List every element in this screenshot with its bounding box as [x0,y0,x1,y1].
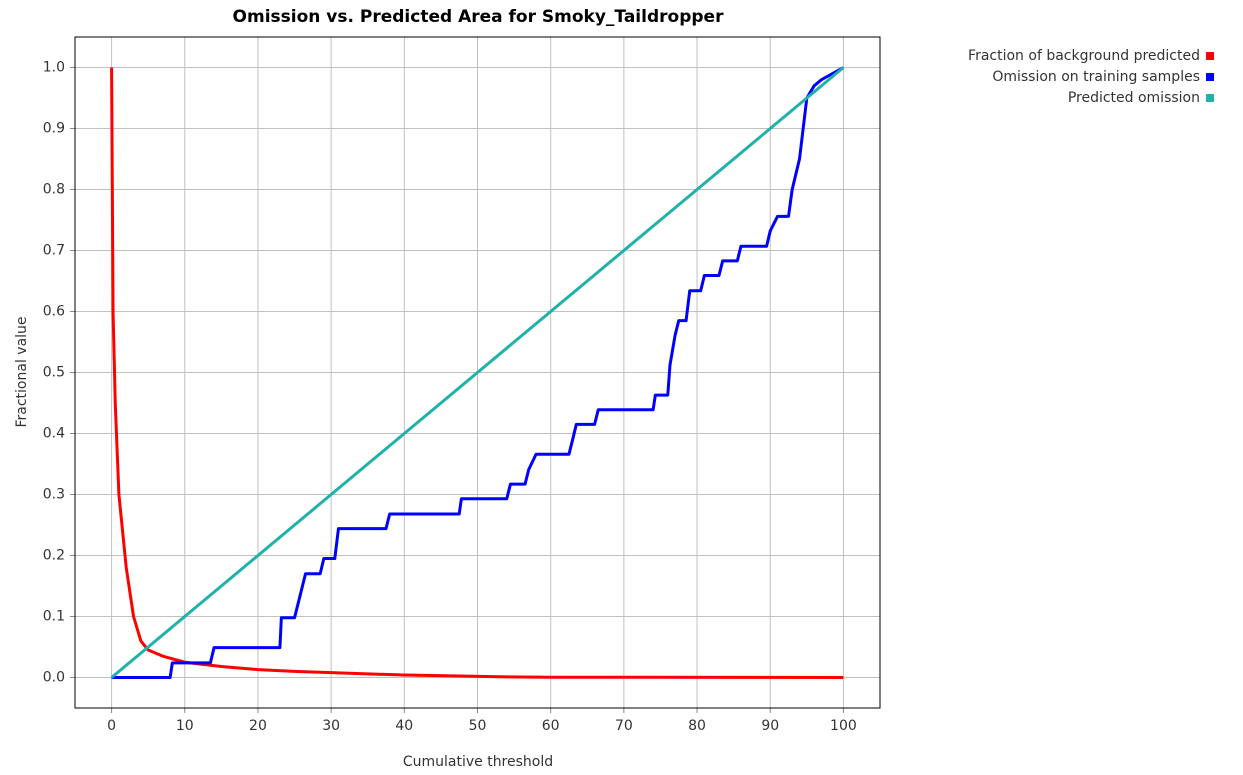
y-tick-label: 0.1 [43,609,65,625]
x-axis-label: Cumulative threshold [403,754,553,770]
x-tick-label: 100 [830,718,857,734]
series-line [110,67,844,679]
legend-swatch [1206,73,1214,81]
series-line [111,66,845,679]
x-tick-label: 50 [469,718,487,734]
y-tick-label: 0.3 [43,487,65,503]
y-tick-label: 0.6 [43,304,65,320]
y-tick-label: 0.7 [43,243,65,259]
x-tick-label: 70 [615,718,633,734]
x-tick-label: 90 [761,718,779,734]
plot-border [74,36,881,709]
legend-label: Predicted omission [1068,90,1200,106]
x-tick-label: 60 [542,718,560,734]
legend-swatch [1206,52,1214,60]
series-line [110,66,845,679]
y-tick-label: 0.8 [43,182,65,198]
y-tick-label: 0.2 [43,548,65,564]
legend-label: Fraction of background predicted [968,48,1200,64]
x-tick-label: 80 [688,718,706,734]
x-tick-label: 20 [249,718,267,734]
y-tick-label: 1.0 [43,60,65,76]
x-tick-label: 30 [322,718,340,734]
y-tick-label: 0.5 [43,365,65,381]
y-tick-label: 0.0 [43,670,65,686]
x-tick-label: 0 [107,718,116,734]
legend-swatch [1206,94,1214,102]
y-tick-label: 0.4 [43,426,65,442]
y-tick-label: 0.9 [43,121,65,137]
legend-label: Omission on training samples [992,69,1200,85]
y-axis-label: Fractional value [14,316,30,427]
x-tick-label: 40 [395,718,413,734]
chart-title: Omission vs. Predicted Area for Smoky_Ta… [233,7,725,27]
x-tick-label: 10 [176,718,194,734]
